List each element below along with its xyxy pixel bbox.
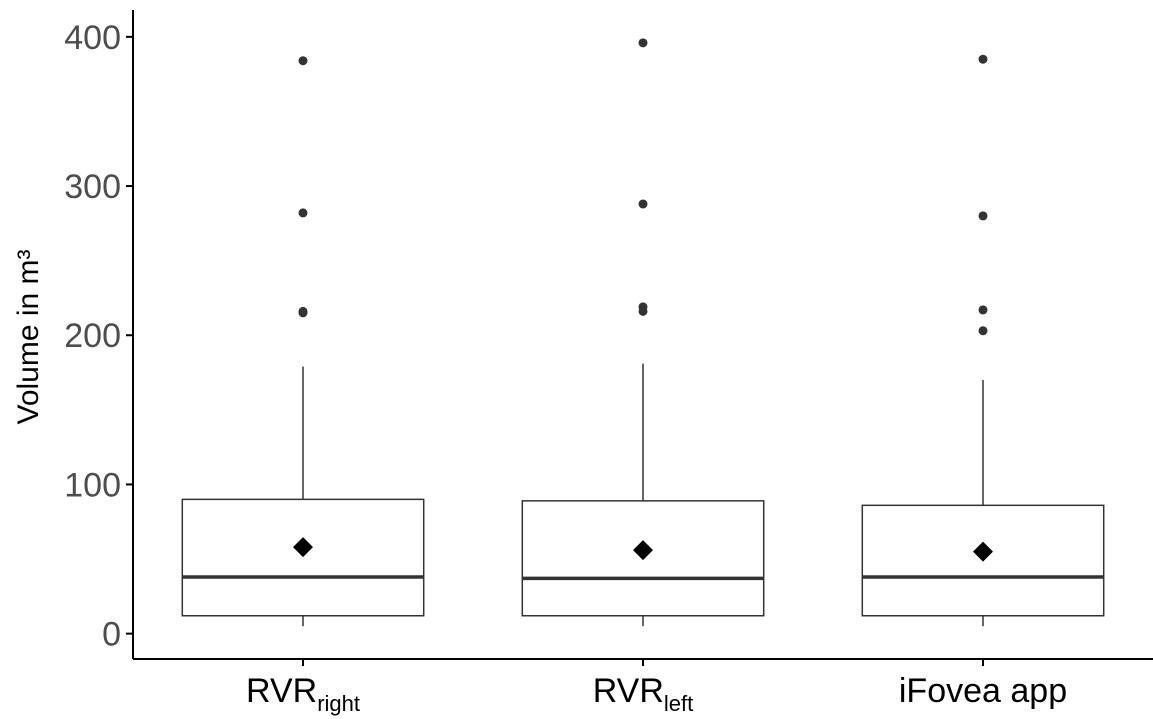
x-tick-label: RVRleft [593, 672, 694, 716]
plot-area: 0 100 200 300 400 RVRright RVRleft iFovea app [64, 10, 1153, 716]
outlier-point [638, 199, 648, 209]
outlier-point [638, 302, 648, 312]
y-tick-label: 200 [64, 317, 121, 355]
outlier-point [298, 306, 308, 316]
outlier-point [978, 305, 988, 315]
outlier-point [978, 326, 988, 336]
outlier-point [638, 38, 648, 48]
box [181, 498, 425, 617]
outlier-point [298, 208, 308, 218]
y-tick-label: 300 [64, 168, 121, 206]
outlier-point [978, 211, 988, 221]
y-tick-label: 0 [102, 616, 121, 654]
outlier-point [978, 54, 988, 64]
x-tick-label: iFovea app [899, 672, 1067, 710]
x-tick-label: RVRright [246, 672, 360, 716]
mean-marker [973, 541, 993, 562]
y-tick-label: 400 [64, 19, 121, 57]
mean-marker [293, 537, 313, 558]
y-axis-title: Volume in m³ [12, 249, 45, 424]
mean-marker [633, 540, 653, 561]
y-tick-label: 100 [64, 466, 121, 504]
outlier-point [298, 56, 308, 66]
